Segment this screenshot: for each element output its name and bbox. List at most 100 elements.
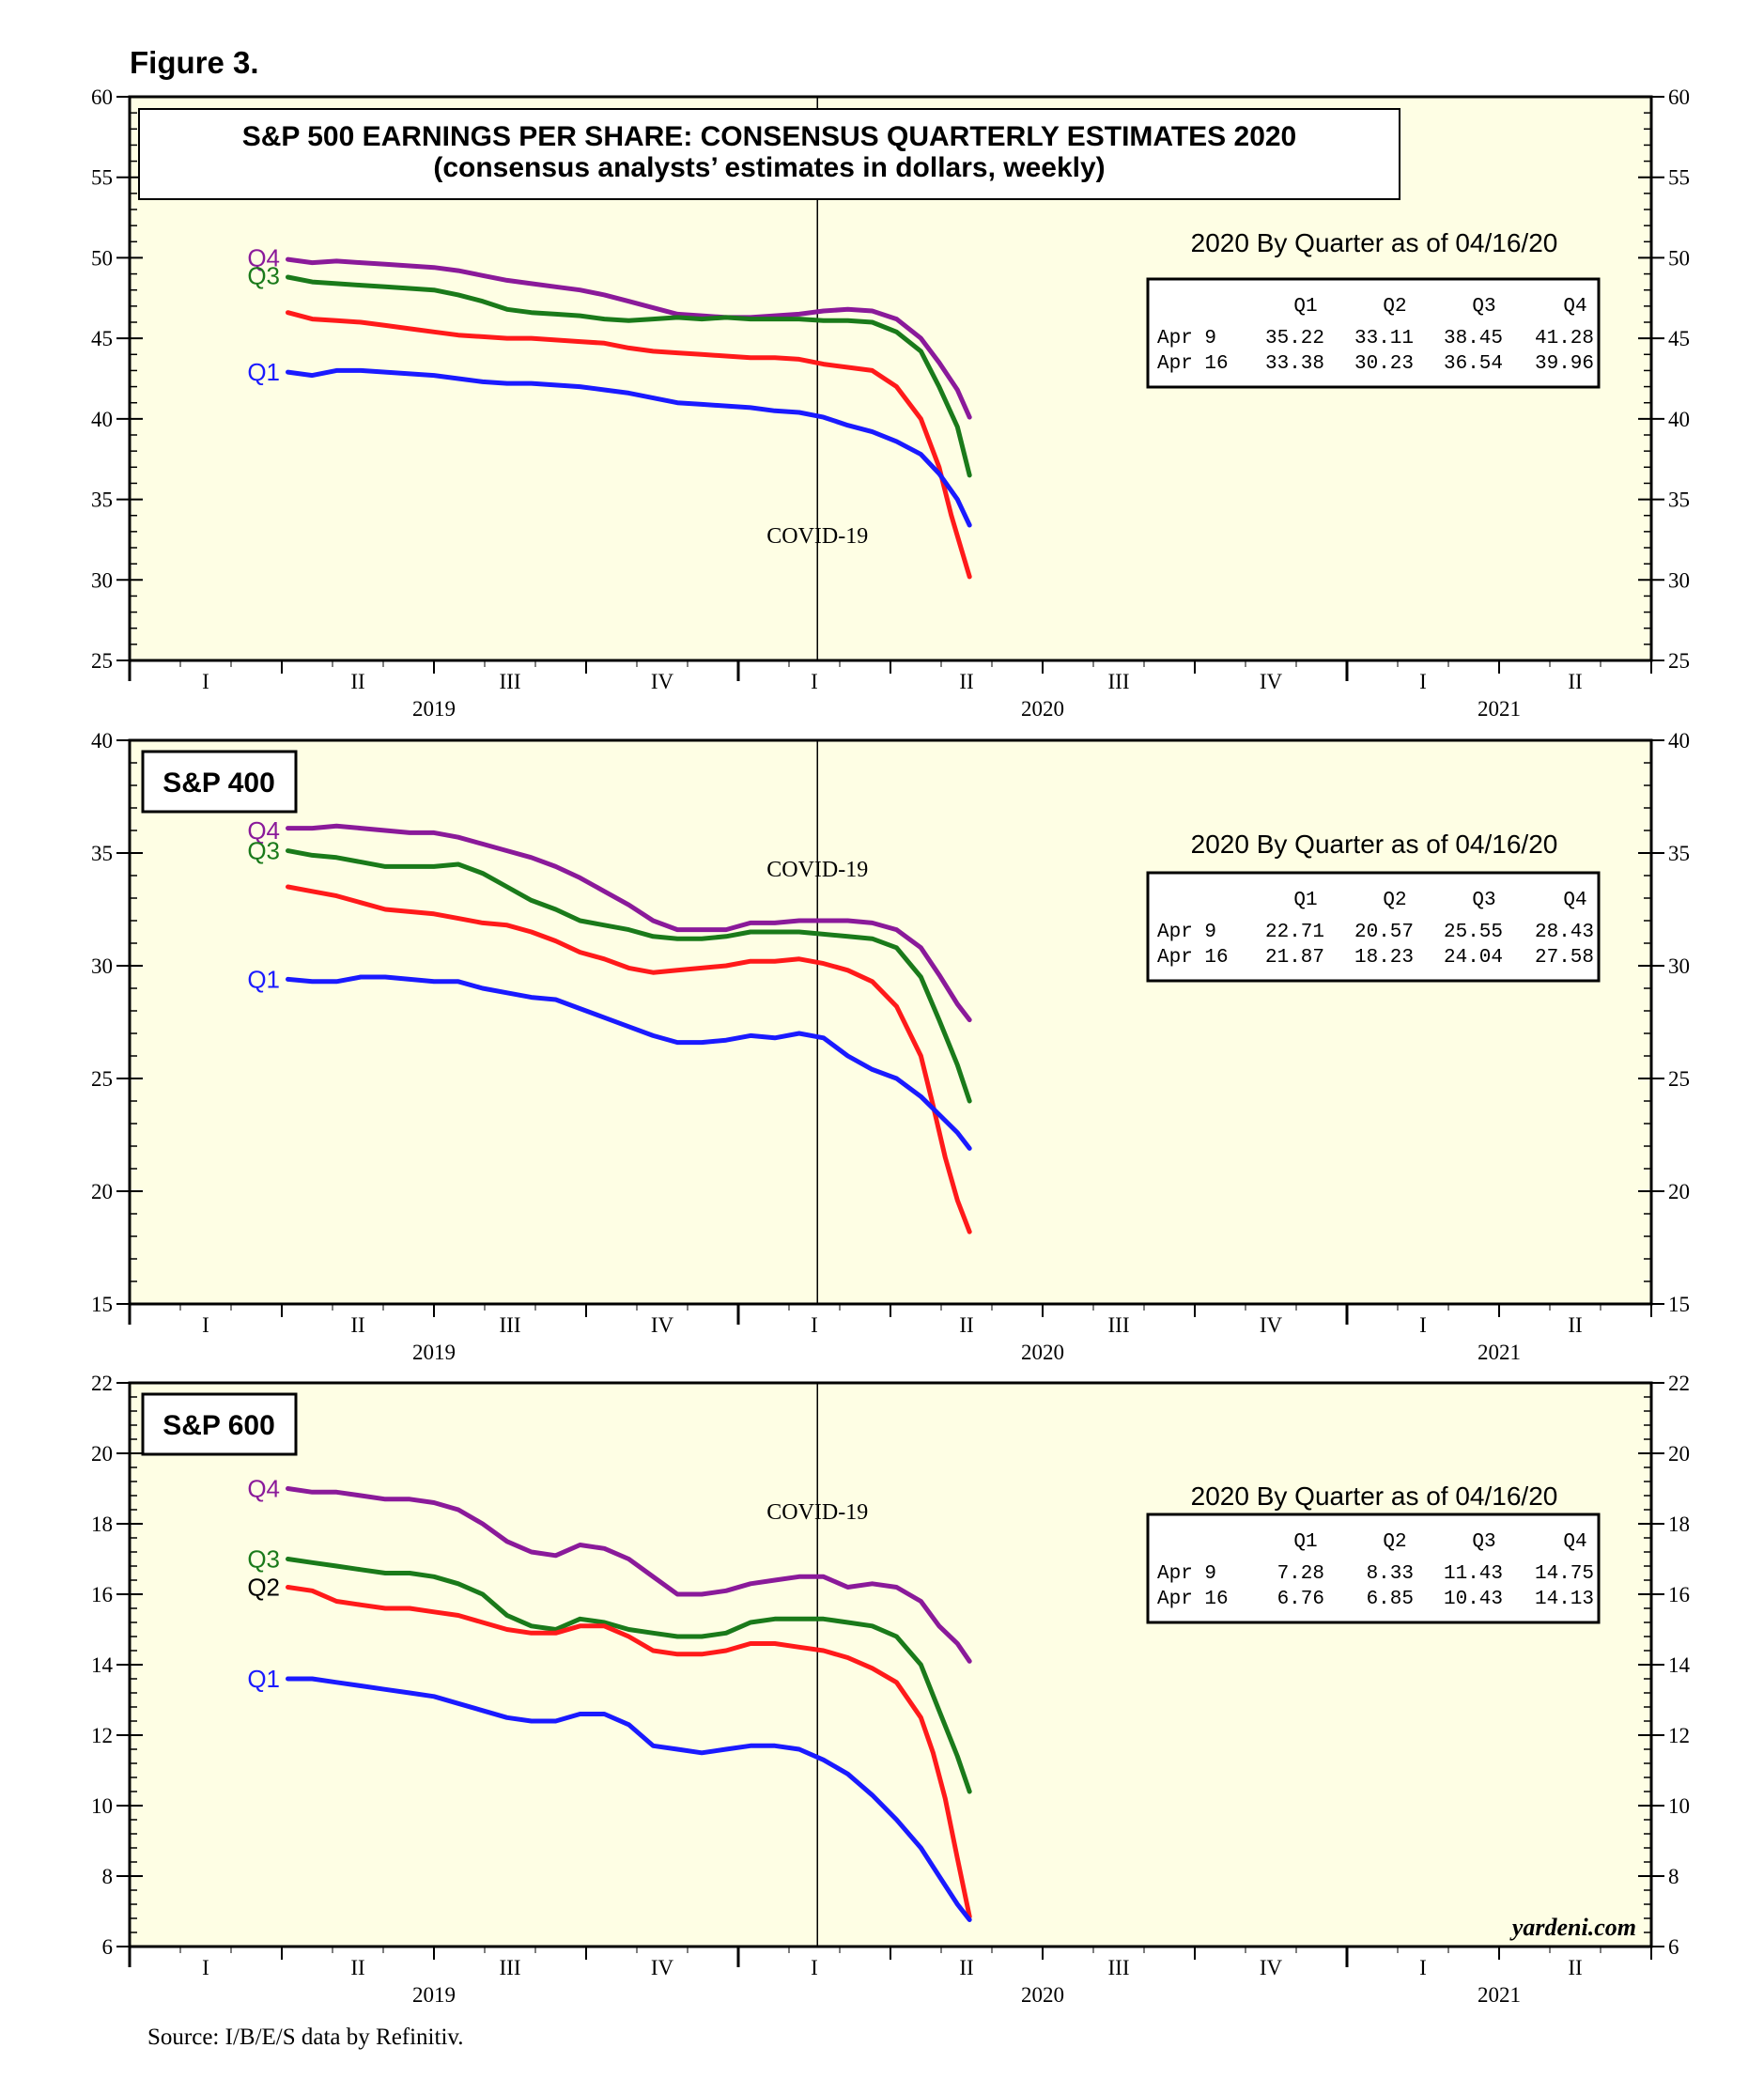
- table-column-header: Q1: [1293, 296, 1317, 318]
- x-year-label: 2019: [412, 1341, 456, 1364]
- y-tick-label-right: 25: [1668, 1067, 1690, 1091]
- table-cell: 33.38: [1265, 353, 1324, 375]
- table-cell: 38.45: [1444, 328, 1503, 349]
- y-tick-label-right: 50: [1668, 246, 1690, 270]
- x-quarter-label: III: [500, 1956, 521, 1979]
- y-tick-label-right: 30: [1668, 568, 1690, 592]
- series-label-q1: Q1: [247, 1665, 280, 1693]
- x-year-label: 2021: [1478, 1341, 1521, 1364]
- series-label-q3: Q3: [247, 1545, 280, 1574]
- y-tick-label-right: 35: [1668, 842, 1690, 865]
- x-quarter-label: II: [1568, 1956, 1582, 1979]
- watermark: yardeni.com: [1509, 1914, 1636, 1941]
- y-tick-label-left: 50: [91, 246, 113, 270]
- chart-subtitle: (consensus analysts’ estimates in dollar…: [433, 152, 1105, 183]
- y-tick-label-right: 10: [1668, 1794, 1690, 1818]
- x-quarter-label: IV: [651, 1313, 674, 1337]
- series-label-q4: Q4: [247, 816, 280, 845]
- table-row-label: Apr 9: [1157, 922, 1216, 943]
- table-cell: 22.71: [1265, 922, 1324, 943]
- y-tick-label-right: 25: [1668, 649, 1690, 673]
- y-tick-label-left: 14: [91, 1653, 114, 1677]
- series-line-q4: [286, 1486, 972, 1664]
- x-quarter-label: IV: [1260, 1313, 1283, 1337]
- chart-title: S&P 400: [162, 768, 275, 799]
- table-row-label: Apr 9: [1157, 328, 1216, 349]
- x-quarter-label: II: [959, 670, 973, 693]
- x-quarter-label: II: [1568, 670, 1582, 693]
- series-label-q1: Q1: [247, 358, 280, 386]
- y-tick-label-right: 18: [1668, 1513, 1690, 1536]
- table-cell: 36.54: [1444, 353, 1503, 375]
- y-tick-label-right: 55: [1668, 166, 1690, 190]
- x-quarter-label: I: [811, 1313, 818, 1337]
- x-quarter-label: I: [1419, 1956, 1427, 1979]
- table-cell: 11.43: [1444, 1563, 1503, 1585]
- x-quarter-label: II: [350, 1313, 364, 1337]
- y-tick-label-right: 20: [1668, 1442, 1690, 1466]
- estimates-table-box: [1146, 871, 1601, 983]
- y-tick-label-right: 30: [1668, 954, 1690, 978]
- table-row-label: Apr 16: [1157, 353, 1229, 375]
- table-column-header: Q2: [1383, 296, 1406, 318]
- table-cell: 28.43: [1535, 922, 1594, 943]
- x-quarter-label: II: [959, 1956, 973, 1979]
- y-tick-label-right: 40: [1668, 408, 1690, 431]
- series-label-q4: Q4: [247, 243, 280, 272]
- table-cell: 14.75: [1535, 1563, 1594, 1585]
- series-line-q3: [286, 1557, 972, 1794]
- table-column-header: Q3: [1472, 1531, 1495, 1553]
- table-column-header: Q2: [1383, 890, 1406, 911]
- series-line-q4: [286, 823, 972, 1023]
- table-heading: 2020 By Quarter as of 04/16/20: [1191, 1482, 1558, 1511]
- table-cell: 8.33: [1367, 1563, 1414, 1585]
- x-year-label: 2021: [1478, 697, 1521, 721]
- table-cell: 39.96: [1535, 353, 1594, 375]
- covid-annotation: COVID-19: [766, 524, 868, 549]
- table-heading: 2020 By Quarter as of 04/16/20: [1191, 830, 1558, 859]
- y-tick-label-left: 20: [91, 1180, 113, 1203]
- x-quarter-label: I: [202, 1313, 209, 1337]
- table-column-header: Q1: [1293, 1531, 1317, 1553]
- y-tick-label-right: 20: [1668, 1180, 1690, 1203]
- title-box: [138, 108, 1400, 200]
- y-tick-label-left: 8: [102, 1865, 114, 1888]
- y-tick-label-right: 16: [1668, 1583, 1690, 1606]
- series-line-q3: [286, 274, 972, 478]
- table-cell: 20.57: [1354, 922, 1414, 943]
- table-cell: 10.43: [1444, 1589, 1503, 1610]
- y-tick-label-left: 22: [91, 1372, 113, 1395]
- y-tick-label-right: 60: [1668, 85, 1690, 109]
- x-quarter-label: IV: [1260, 1956, 1283, 1979]
- series-label-q3: Q3: [247, 837, 280, 865]
- y-tick-label-right: 45: [1668, 327, 1690, 350]
- x-quarter-label: I: [202, 1956, 209, 1979]
- table-column-header: Q3: [1472, 296, 1495, 318]
- series-line-q2: [286, 1585, 972, 1919]
- source-note: Source: I/B/E/S data by Refinitiv.: [147, 2025, 464, 2050]
- plot-area: [128, 1381, 1653, 1948]
- table-cell: 27.58: [1535, 947, 1594, 969]
- y-tick-label-right: 12: [1668, 1724, 1690, 1747]
- x-quarter-label: III: [1108, 1956, 1130, 1979]
- table-cell: 41.28: [1535, 328, 1594, 349]
- y-tick-label-right: 6: [1668, 1935, 1679, 1959]
- table-cell: 30.23: [1354, 353, 1414, 375]
- table-cell: 25.55: [1444, 922, 1503, 943]
- table-row-label: Apr 16: [1157, 947, 1229, 969]
- table-cell: 18.23: [1354, 947, 1414, 969]
- y-tick-label-right: 8: [1668, 1865, 1679, 1888]
- x-quarter-label: I: [1419, 1313, 1427, 1337]
- covid-annotation: COVID-19: [766, 858, 868, 882]
- series-label-q4: Q4: [247, 1475, 280, 1503]
- estimates-table-box: [1146, 1513, 1601, 1624]
- series-line-q4: [286, 256, 972, 420]
- x-year-label: 2021: [1478, 1983, 1521, 2007]
- x-quarter-label: II: [350, 670, 364, 693]
- y-tick-label-left: 20: [91, 1442, 113, 1466]
- y-tick-label-left: 10: [91, 1794, 113, 1818]
- y-tick-label-right: 14: [1668, 1653, 1691, 1677]
